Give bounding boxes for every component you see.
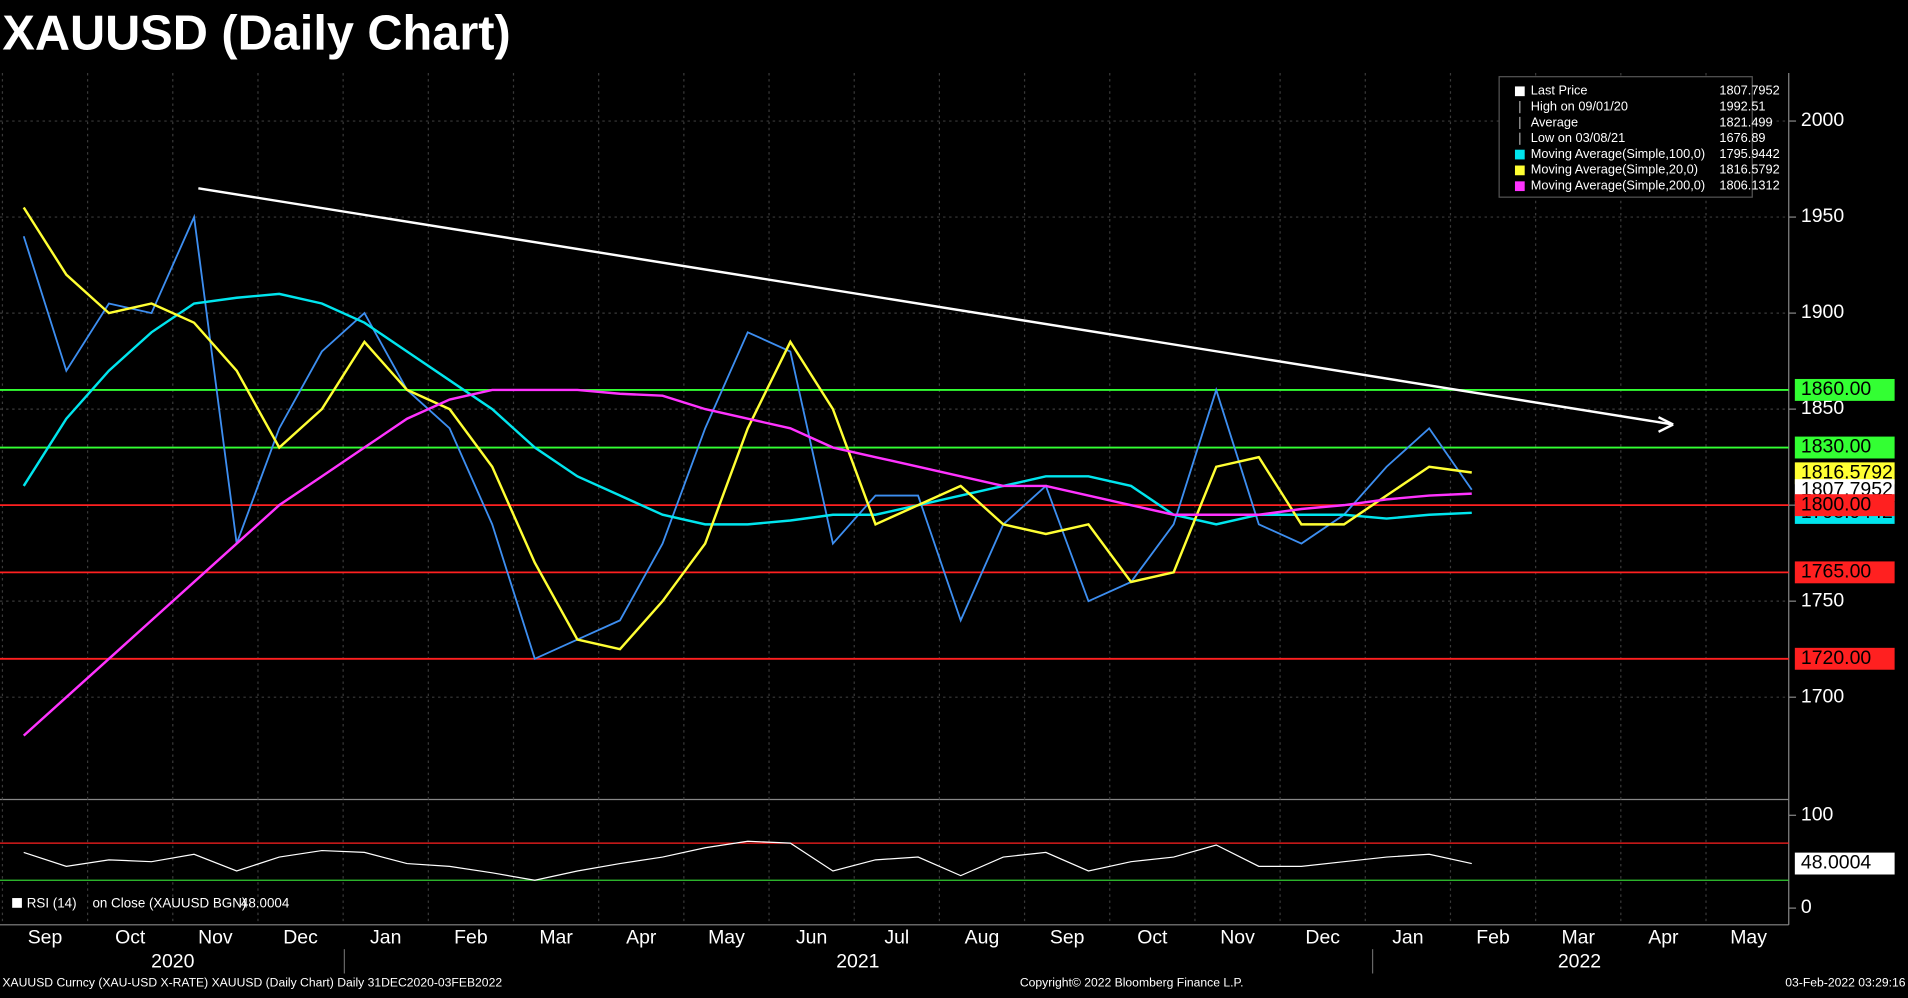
x-tick-label: Feb	[1476, 926, 1510, 948]
level-tag	[1794, 378, 1895, 401]
rsi-legend-swatch	[12, 898, 22, 908]
moving-average-line	[22, 206, 1472, 651]
x-tick-label: Aug	[965, 926, 1000, 948]
level-tag	[1794, 494, 1895, 517]
level-tag-label: 1800.00	[1801, 493, 1871, 515]
legend-box	[1498, 76, 1753, 198]
legend-label: High on 09/01/20	[1531, 98, 1628, 113]
moving-average-line	[22, 292, 1472, 526]
legend-label: Last Price	[1531, 83, 1588, 98]
legend-value: 1816.5792	[1719, 162, 1779, 177]
x-tick-label: Dec	[283, 926, 318, 948]
x-tick-label: Mar	[1561, 926, 1595, 948]
trendline	[198, 187, 1674, 426]
legend-value: 1992.51	[1719, 98, 1765, 113]
legend-value: 1821.499	[1719, 114, 1772, 129]
rsi-legend-label: on Close (XAUUSD BGN)	[92, 896, 246, 911]
legend-swatch	[1514, 165, 1525, 176]
footer-right: 03-Feb-2022 03:29:16	[1785, 975, 1906, 989]
y-tick-label: 0	[1801, 896, 1812, 918]
level-tag-label: 1765.00	[1801, 561, 1871, 583]
y-tick-label: 1700	[1801, 685, 1844, 707]
legend-value: 1676.89	[1719, 130, 1765, 145]
x-tick-label: Jan	[370, 926, 401, 948]
x-tick-label: Mar	[539, 926, 573, 948]
rsi-legend-value: 48.0004	[241, 896, 290, 911]
y-tick-label: 1750	[1801, 589, 1844, 611]
x-tick-label: Sep	[28, 926, 63, 948]
legend-value: 1806.1312	[1719, 178, 1779, 193]
y-tick-label: 100	[1801, 803, 1834, 825]
footer-left: XAUUSD Curncy (XAU-USD X-RATE) XAUUSD (D…	[2, 975, 502, 989]
x-tick-label: Feb	[454, 926, 488, 948]
legend-label: Moving Average(Simple,200,0)	[1531, 178, 1705, 193]
x-tick-label: Dec	[1305, 926, 1340, 948]
x-tick-label: Jun	[796, 926, 827, 948]
rsi-tag-label: 48.0004	[1801, 852, 1871, 874]
x-tick-label: Jul	[884, 926, 909, 948]
chart-title: XAUUSD (Daily Chart)	[2, 6, 510, 60]
level-tag-label: 1830.00	[1801, 436, 1871, 458]
level-tag	[1794, 561, 1895, 584]
level-tag-label: 1720.00	[1801, 647, 1871, 669]
legend-label: Moving Average(Simple,20,0)	[1531, 162, 1698, 177]
legend-value: 1807.7952	[1719, 83, 1779, 98]
legend-swatch	[1514, 86, 1525, 97]
x-tick-label: Apr	[1648, 926, 1679, 948]
y-tick-label: 1900	[1801, 301, 1844, 323]
y-tick-label: 2000	[1801, 109, 1844, 131]
x-tick-label: Oct	[1137, 926, 1168, 948]
x-tick-label: Apr	[626, 926, 657, 948]
rsi-line	[23, 840, 1472, 881]
year-label: 2022	[1558, 951, 1601, 973]
level-tag	[1794, 436, 1895, 459]
y-tick-label: 1850	[1801, 397, 1844, 419]
series-tag-label: 1816.5792	[1801, 461, 1893, 483]
x-tick-label: Nov	[198, 926, 233, 948]
legend-label: Moving Average(Simple,100,0)	[1531, 146, 1705, 161]
x-tick-label: Nov	[1220, 926, 1255, 948]
footer-center: Copyright© 2022 Bloomberg Finance L.P.	[1020, 975, 1244, 989]
legend-label: Low on 03/08/21	[1531, 130, 1625, 145]
trendline-arrow	[1658, 416, 1674, 433]
x-tick-label: Oct	[115, 926, 146, 948]
legend-swatch	[1514, 181, 1525, 192]
rsi-legend-name: RSI (14)	[27, 896, 77, 911]
moving-average-line	[22, 388, 1472, 737]
price-line	[22, 213, 1473, 661]
level-tag-label: 1860.00	[1801, 378, 1871, 400]
legend-label: Average	[1531, 114, 1578, 129]
legend-swatch	[1514, 149, 1525, 160]
legend-value: 1795.9442	[1719, 146, 1779, 161]
series-tag	[1794, 462, 1895, 485]
x-tick-label: Jan	[1392, 926, 1423, 948]
y-tick-label: 1950	[1801, 205, 1844, 227]
x-tick-label: May	[1730, 926, 1767, 948]
rsi-tag	[1794, 852, 1895, 875]
year-label: 2020	[151, 951, 194, 973]
level-tag	[1794, 647, 1895, 670]
x-tick-label: Sep	[1050, 926, 1085, 948]
year-label: 2021	[836, 951, 879, 973]
x-tick-label: May	[708, 926, 745, 948]
